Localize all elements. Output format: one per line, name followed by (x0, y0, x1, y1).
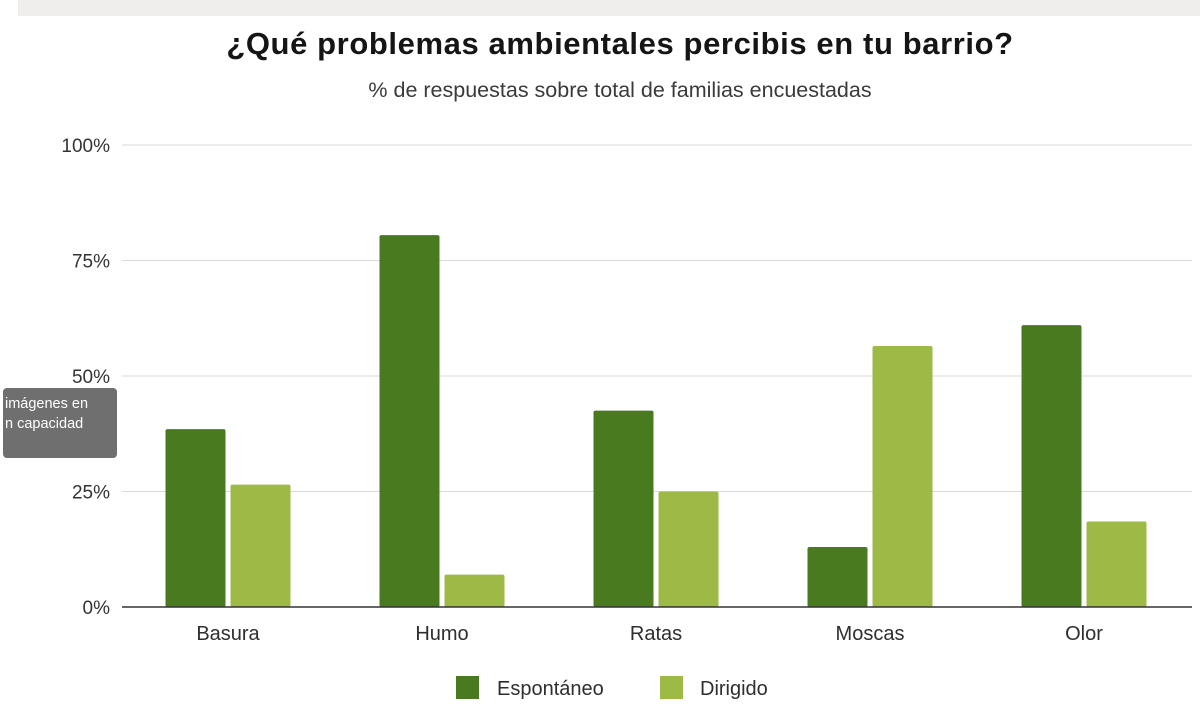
legend-swatch (456, 676, 479, 699)
y-tick-label: 0% (83, 598, 111, 619)
chart-subtitle: % de respuestas sobre total de familias … (368, 78, 872, 102)
y-tick-label: 25% (72, 483, 110, 504)
y-tick-label: 75% (72, 252, 110, 273)
bar-espontneo-humo (379, 235, 440, 607)
bar-dirigido-ratas (658, 491, 719, 607)
x-tick-label: Olor (1065, 623, 1103, 645)
overlay-line-2: n capacidad (5, 416, 84, 432)
chart-title: ¿Qué problemas ambientales percibis en t… (226, 26, 1014, 61)
bar-espontneo-basura (165, 429, 226, 607)
x-tick-label: Ratas (630, 623, 682, 645)
legend-swatch (660, 676, 683, 699)
x-tick-label: Moscas (836, 623, 905, 645)
legend-label: Dirigido (700, 678, 768, 700)
legend-label: Espontáneo (497, 678, 604, 700)
y-tick-label: 100% (61, 136, 110, 157)
bar-dirigido-basura (230, 484, 291, 607)
bar-espontneo-moscas (807, 546, 868, 607)
bar-dirigido-humo (444, 574, 505, 607)
y-tick-label: 50% (72, 367, 110, 388)
x-tick-label: Humo (415, 623, 468, 645)
bar-dirigido-moscas (872, 345, 933, 607)
image-caption-overlay: imágenes en n capacidad (3, 388, 117, 458)
bar-dirigido-olor (1086, 521, 1147, 607)
top-strip (18, 0, 1200, 16)
x-tick-label: Basura (196, 623, 260, 645)
bar-espontneo-olor (1021, 325, 1082, 607)
overlay-line-1: imágenes en (5, 396, 89, 412)
bar-espontneo-ratas (593, 410, 654, 607)
